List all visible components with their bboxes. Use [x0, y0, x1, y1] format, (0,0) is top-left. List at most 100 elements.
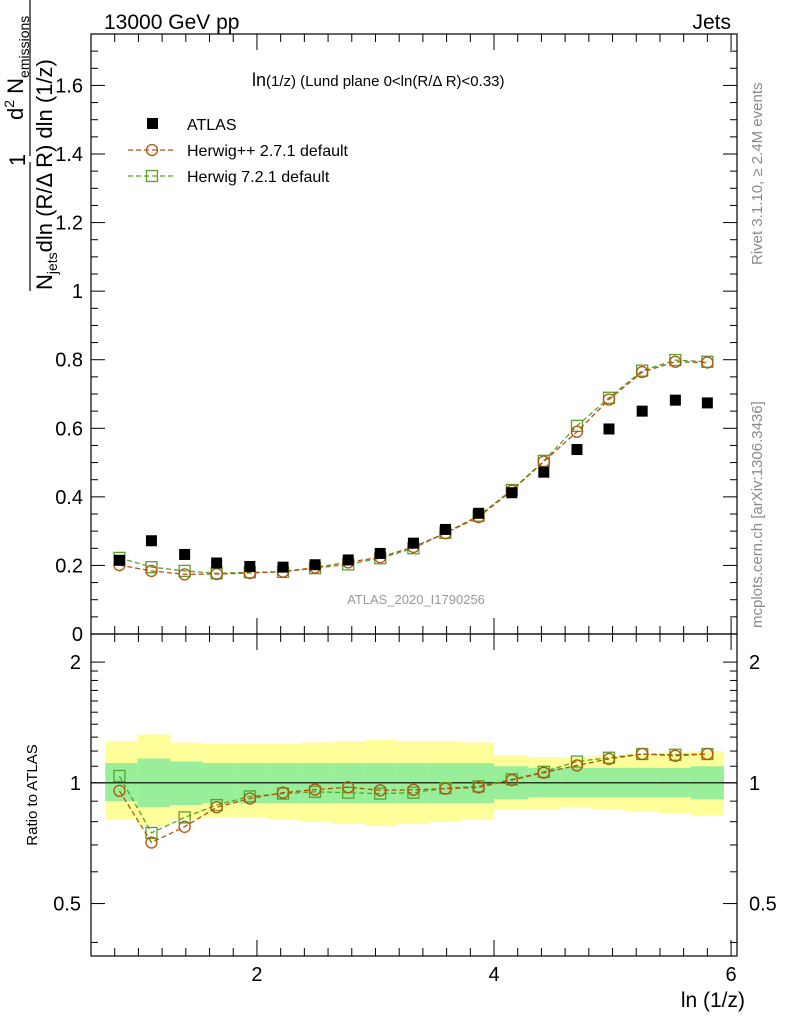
ratio-point-herwig-2-7-1-default	[308, 783, 322, 796]
ratio-ytick-label-right: 0.5	[749, 894, 777, 916]
ratio-axis-ticks: 0.5 0.5 1 1 2 2 2 4 6	[53, 634, 777, 986]
main-point-herwig-2-7-1-default	[145, 564, 158, 578]
main-point-herwig-2-7-1-default	[669, 355, 682, 368]
main-point-atlas	[506, 487, 518, 499]
main-point-herwig-2-7-1-default	[178, 568, 191, 581]
main-point-herwig-7-2-1-default	[178, 564, 191, 578]
ylabel-numerator-2: d2 Nemissions	[1, 16, 32, 120]
main-point-atlas	[473, 507, 485, 519]
ratio-point-herwig-2-7-1-default	[407, 783, 420, 796]
ratio-ytick-label-right: 1	[749, 773, 760, 795]
ratio-point-herwig-2-7-1-default	[178, 820, 191, 833]
ratio-point-herwig-7-2-1-default	[113, 769, 126, 783]
ratio-line-herwig-2-7-1-default	[118, 753, 708, 844]
main-ytick-label: 0.8	[55, 350, 83, 372]
legend-marker-atlas	[147, 118, 158, 129]
ratio-point-herwig-7-2-1-default	[570, 755, 584, 768]
process-label: Jets	[692, 11, 731, 34]
legend-marker-herwigpp	[145, 143, 159, 157]
main-ytick-label: 1.4	[55, 144, 83, 166]
mcplots-label: mcplots.cern.ch [arXiv:1306.3436]	[749, 401, 766, 628]
main-point-herwig-2-7-1-default	[602, 393, 616, 406]
ratio-ytick-label-left: 1	[70, 773, 81, 795]
main-point-atlas	[636, 405, 648, 417]
main-point-atlas	[342, 554, 354, 566]
main-ytick-label: 1.6	[55, 75, 83, 97]
main-point-atlas	[701, 397, 713, 409]
main-data-marks	[113, 353, 714, 581]
ratio-frame	[90, 633, 738, 957]
ratio-point-herwig-2-7-1-default	[636, 747, 649, 761]
legend-label-atlas: ATLAS	[187, 117, 237, 134]
main-point-atlas	[669, 394, 681, 406]
ratio-point-herwig-2-7-1-default	[602, 752, 616, 766]
ratio-point-herwig-2-7-1-default	[505, 773, 518, 787]
ratio-point-herwig-2-7-1-default	[537, 766, 550, 779]
legend: ATLAS Herwig++ 2.7.1 default Herwig 7.2.…	[128, 117, 349, 186]
energy-label: 13000 GeV pp	[104, 11, 239, 34]
ratio-data-marks	[113, 747, 714, 849]
ratio-point-herwig-7-2-1-default	[407, 786, 420, 799]
ratio-panel: 0.5 0.5 1 1 2 2 2 4 6 Ratio to ATLAS ln (1/z)	[24, 633, 777, 1012]
main-point-atlas	[603, 423, 615, 435]
ratio-point-herwig-7-2-1-default	[178, 811, 191, 824]
main-panel: 0 0.2 0.4 0.6 0.8 1 1.2 1.4 1.6 ln(1/z) (Lund pl…	[1, 0, 738, 646]
analysis-watermark: ATLAS_2020_I1790256	[347, 592, 485, 607]
ratio-point-herwig-2-7-1-default	[210, 801, 223, 814]
ylabel-numerator-one: 1	[5, 154, 30, 166]
main-point-atlas	[571, 444, 583, 456]
ratio-point-herwig-2-7-1-default	[243, 792, 256, 805]
main-point-atlas	[113, 554, 125, 566]
ratio-point-herwig-2-7-1-default	[276, 786, 290, 799]
main-point-atlas	[538, 466, 550, 478]
ratio-uncertainty-bands	[91, 734, 737, 827]
ylabel-denominator-1: Njetsdln (R/Δ R) dln (1/z)	[32, 59, 60, 290]
main-point-atlas	[309, 559, 321, 571]
main-point-herwig-2-7-1-default	[636, 365, 649, 379]
x-tick-label: 6	[726, 964, 737, 986]
ratio-point-herwig-7-2-1-default	[374, 787, 387, 800]
ratio-point-herwig-2-7-1-default	[113, 784, 126, 797]
ratio-point-herwig-2-7-1-default	[472, 781, 485, 794]
legend-label-herwigpp: Herwig++ 2.7.1 default	[187, 143, 349, 160]
ratio-ytick-label-right: 2	[749, 652, 760, 674]
main-point-atlas	[277, 561, 289, 573]
main-point-atlas	[439, 523, 451, 535]
main-ytick-label: 0.4	[55, 487, 83, 509]
main-ytick-label: 1.2	[55, 213, 83, 235]
ratio-y-axis-label: Ratio to ATLAS	[24, 744, 41, 845]
legend-label-herwig7: Herwig 7.2.1 default	[187, 169, 330, 186]
x-axis-label: ln (1/z)	[681, 989, 745, 1012]
ratio-ytick-label-left: 2	[70, 652, 81, 674]
main-point-herwig-2-7-1-default	[701, 356, 714, 369]
main-ytick-label: 0.6	[55, 418, 83, 440]
ratio-point-herwig-2-7-1-default	[669, 749, 682, 762]
main-point-atlas	[179, 548, 191, 560]
main-point-herwig-2-7-1-default	[537, 455, 550, 468]
main-point-atlas	[145, 535, 157, 547]
rivet-label: Rivet 3.1.10, ≥ 2.4M events	[749, 83, 766, 266]
ratio-point-herwig-2-7-1-default	[701, 747, 714, 761]
main-axis-ticks: 0 0.2 0.4 0.6 0.8 1 1.2 1.4 1.6	[55, 33, 737, 646]
main-point-atlas	[244, 560, 256, 572]
main-ytick-label: 0.2	[55, 555, 83, 577]
legend-marker-herwig7	[145, 169, 159, 183]
ratio-line-herwig-7-2-1-default	[118, 753, 708, 834]
ratio-point-herwig-2-7-1-default	[374, 784, 387, 797]
ratio-point-herwig-2-7-1-default	[570, 759, 584, 772]
main-y-axis-label: 1 Njetsdln (R/Δ R) dln (1/z) d2 Nemissio…	[1, 0, 60, 291]
main-ytick-label: 0	[72, 624, 83, 646]
x-tick-label: 2	[251, 964, 262, 986]
ratio-point-herwig-2-7-1-default	[439, 782, 452, 795]
plot-title: ln(1/z) (Lund plane 0<ln(R/Δ R)<0.33)	[252, 70, 505, 90]
ratio-point-herwig-2-7-1-default	[342, 781, 355, 794]
x-tick-label: 4	[488, 964, 499, 986]
ratio-ytick-label-left: 0.5	[53, 894, 81, 916]
main-point-herwig-7-2-1-default	[145, 560, 158, 574]
main-point-atlas	[407, 537, 419, 549]
main-point-atlas	[374, 547, 386, 559]
ratio-point-herwig-2-7-1-default	[145, 836, 158, 849]
main-point-herwig-2-7-1-default	[570, 425, 584, 438]
